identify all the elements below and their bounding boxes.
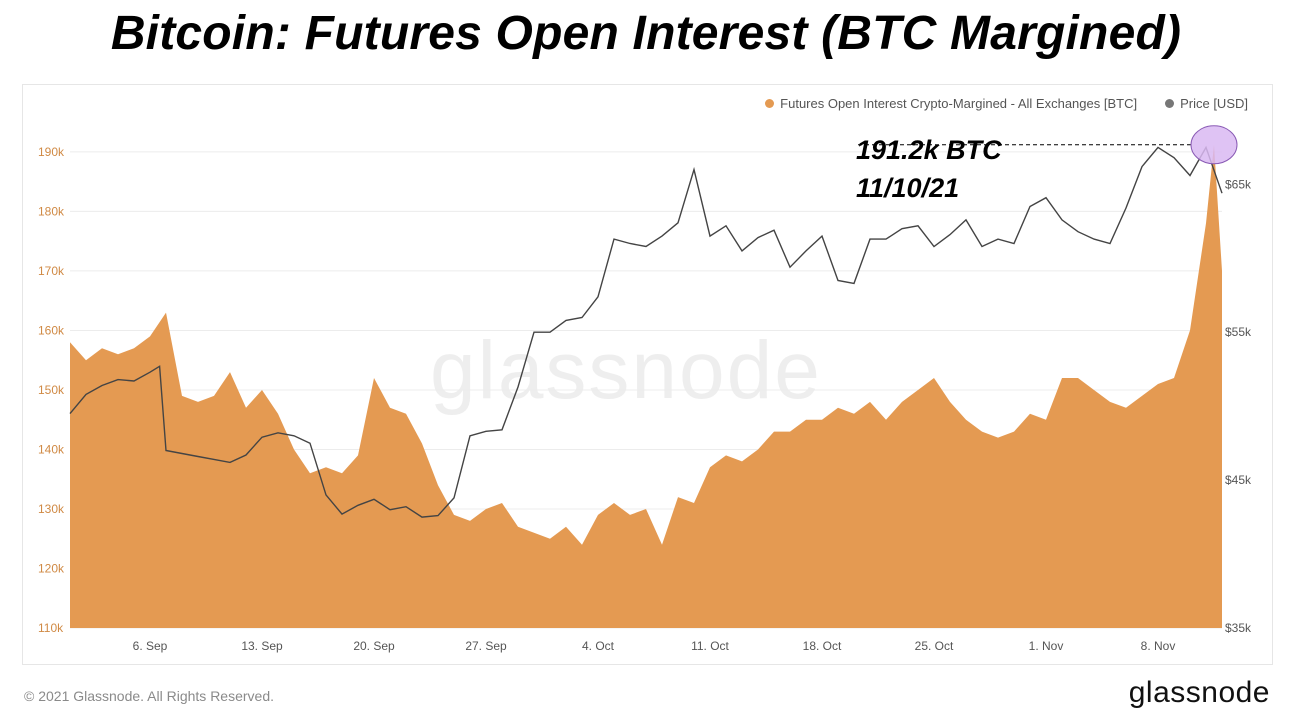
watermark: glassnode	[430, 325, 822, 416]
x-tick-label: 20. Sep	[353, 639, 395, 653]
brand-logo: glassnode	[1128, 676, 1270, 709]
y-left-tick-label: 170k	[38, 264, 65, 278]
y-left-tick-label: 150k	[38, 383, 65, 397]
y-left-tick-label: 180k	[38, 204, 65, 218]
legend-item-price[interactable]: Price [USD]	[1165, 96, 1248, 111]
price-line	[69, 145, 1223, 518]
legend-label-price: Price [USD]	[1180, 96, 1248, 111]
x-tick-label: 4. Oct	[582, 639, 615, 653]
y-left-tick-label: 110k	[38, 621, 64, 635]
x-tick-label: 8. Nov	[1141, 639, 1176, 653]
annotation-date: 11/10/21	[856, 173, 960, 203]
y-right-tick-label: $45k	[1225, 473, 1252, 487]
y-left-tick-label: 190k	[38, 145, 65, 159]
legend-item-open-interest[interactable]: Futures Open Interest Crypto-Margined - …	[765, 96, 1137, 111]
legend-label-open-interest: Futures Open Interest Crypto-Margined - …	[780, 96, 1138, 111]
legend: Futures Open Interest Crypto-Margined - …	[765, 96, 1248, 111]
y-right-tick-label: $55k	[1225, 325, 1252, 339]
x-tick-label: 25. Oct	[915, 639, 954, 653]
y-right-tick-label: $35k	[1225, 621, 1252, 635]
copyright: © 2021 Glassnode. All Rights Reserved.	[24, 688, 275, 704]
y-left-tick-label: 120k	[38, 561, 65, 575]
y-left-tick-label: 140k	[38, 442, 65, 456]
x-tick-label: 13. Sep	[241, 639, 283, 653]
open-interest-area	[70, 144, 1222, 629]
peak-highlight-marker	[1190, 125, 1238, 165]
legend-dot-icon	[1165, 99, 1175, 108]
x-tick-label: 1. Nov	[1029, 639, 1064, 653]
x-tick-label: 11. Oct	[691, 639, 729, 653]
legend-dot-icon	[765, 99, 775, 108]
chart-title: Bitcoin: Futures Open Interest (BTC Marg…	[110, 7, 1182, 60]
y-left-tick-label: 130k	[38, 502, 65, 516]
y-right-tick-label: $65k	[1225, 177, 1252, 191]
y-left-tick-label: 160k	[38, 323, 65, 337]
annotation-value: 191.2k BTC	[856, 135, 1002, 165]
x-tick-label: 18. Oct	[803, 639, 842, 653]
x-tick-label: 6. Sep	[133, 639, 168, 653]
x-tick-label: 27. Sep	[465, 639, 507, 653]
